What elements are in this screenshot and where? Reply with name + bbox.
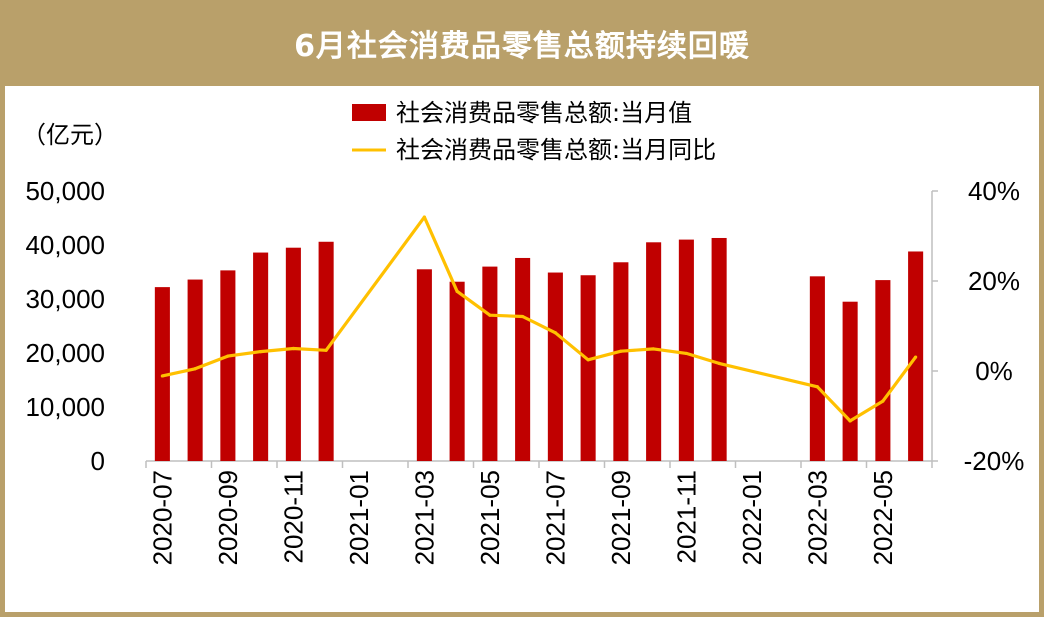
bar xyxy=(547,272,563,461)
bar xyxy=(678,239,694,461)
x-tick-label: 2021-09 xyxy=(606,470,636,565)
bar xyxy=(809,276,825,461)
bar xyxy=(646,242,662,461)
yoy-point xyxy=(717,361,721,365)
bar xyxy=(285,247,301,461)
y-unit-label: （亿元） xyxy=(22,121,118,149)
yoy-point xyxy=(914,355,918,359)
left-tick-label: 20,000 xyxy=(25,338,105,368)
yoy-point xyxy=(455,289,459,293)
plot-area: 50,000 40,000 30,000 20,000 10,000 0 40% 20% 0% -… xyxy=(25,176,1024,565)
bar xyxy=(711,237,727,461)
yoy-line xyxy=(162,215,917,423)
x-tick-label: 2021-01 xyxy=(344,470,374,565)
yoy-point xyxy=(291,346,295,351)
right-tick-label: 0% xyxy=(975,356,1013,386)
x-tick-label: 2021-05 xyxy=(475,470,505,565)
yoy-point xyxy=(881,399,885,403)
bar xyxy=(613,262,629,461)
right-tick-label: 20% xyxy=(968,266,1020,296)
legend-line-label: 社会消费品零售总额:当月同比 xyxy=(396,136,716,164)
x-tick-label: 2020-09 xyxy=(213,470,243,565)
legend-bar-swatch xyxy=(352,104,386,121)
yoy-point xyxy=(848,419,852,423)
bar xyxy=(482,266,498,461)
bar xyxy=(515,257,531,461)
x-tick-label: 2021-07 xyxy=(540,470,570,565)
left-tick-label: 40,000 xyxy=(25,230,105,260)
bar xyxy=(875,280,891,461)
left-tick-label: 30,000 xyxy=(25,284,105,314)
yoy-point xyxy=(586,358,590,362)
yoy-point xyxy=(193,367,197,371)
bar xyxy=(220,270,236,461)
bar xyxy=(449,281,465,461)
x-tick-label: 2021-11 xyxy=(671,470,701,564)
bar xyxy=(842,301,858,461)
yoy-point xyxy=(259,350,263,354)
x-tick-label: 2020-11 xyxy=(278,470,308,564)
left-tick-label: 50,000 xyxy=(25,176,105,206)
x-tick-label: 2020-07 xyxy=(147,470,177,565)
title-bar: 6月社会消费品零售总额持续回暖 xyxy=(0,0,1044,86)
left-tick-label: 0 xyxy=(91,446,105,476)
legend-bar-label: 社会消费品零售总额:当月值 xyxy=(396,99,692,127)
right-tick-label: -20% xyxy=(964,446,1025,476)
yoy-point xyxy=(553,331,557,335)
bar xyxy=(253,252,269,461)
yoy-point xyxy=(684,351,688,356)
yoy-point xyxy=(652,347,656,351)
x-tick-label: 2022-03 xyxy=(802,470,832,565)
left-tick-label: 10,000 xyxy=(25,392,105,422)
yoy-point xyxy=(226,354,230,358)
right-tick-label: 40% xyxy=(968,176,1020,206)
x-tick-label: 2021-03 xyxy=(409,470,439,565)
chart-title: 6月社会消费品零售总额持续回暖 xyxy=(294,29,750,64)
yoy-point xyxy=(324,348,328,352)
x-tick-label: 2022-05 xyxy=(868,470,898,565)
bar xyxy=(154,287,170,461)
yoy-point xyxy=(815,385,819,389)
yoy-point xyxy=(488,313,492,317)
yoy-point xyxy=(619,349,623,353)
yoy-point xyxy=(521,314,525,319)
x-tick-label: 2022-01 xyxy=(737,470,767,565)
yoy-point xyxy=(422,215,426,219)
bar xyxy=(580,275,596,461)
legend: 社会消费品零售总额:当月值 社会消费品零售总额:当月同比 xyxy=(352,99,716,164)
bar xyxy=(416,269,432,461)
yoy-point xyxy=(160,374,164,378)
